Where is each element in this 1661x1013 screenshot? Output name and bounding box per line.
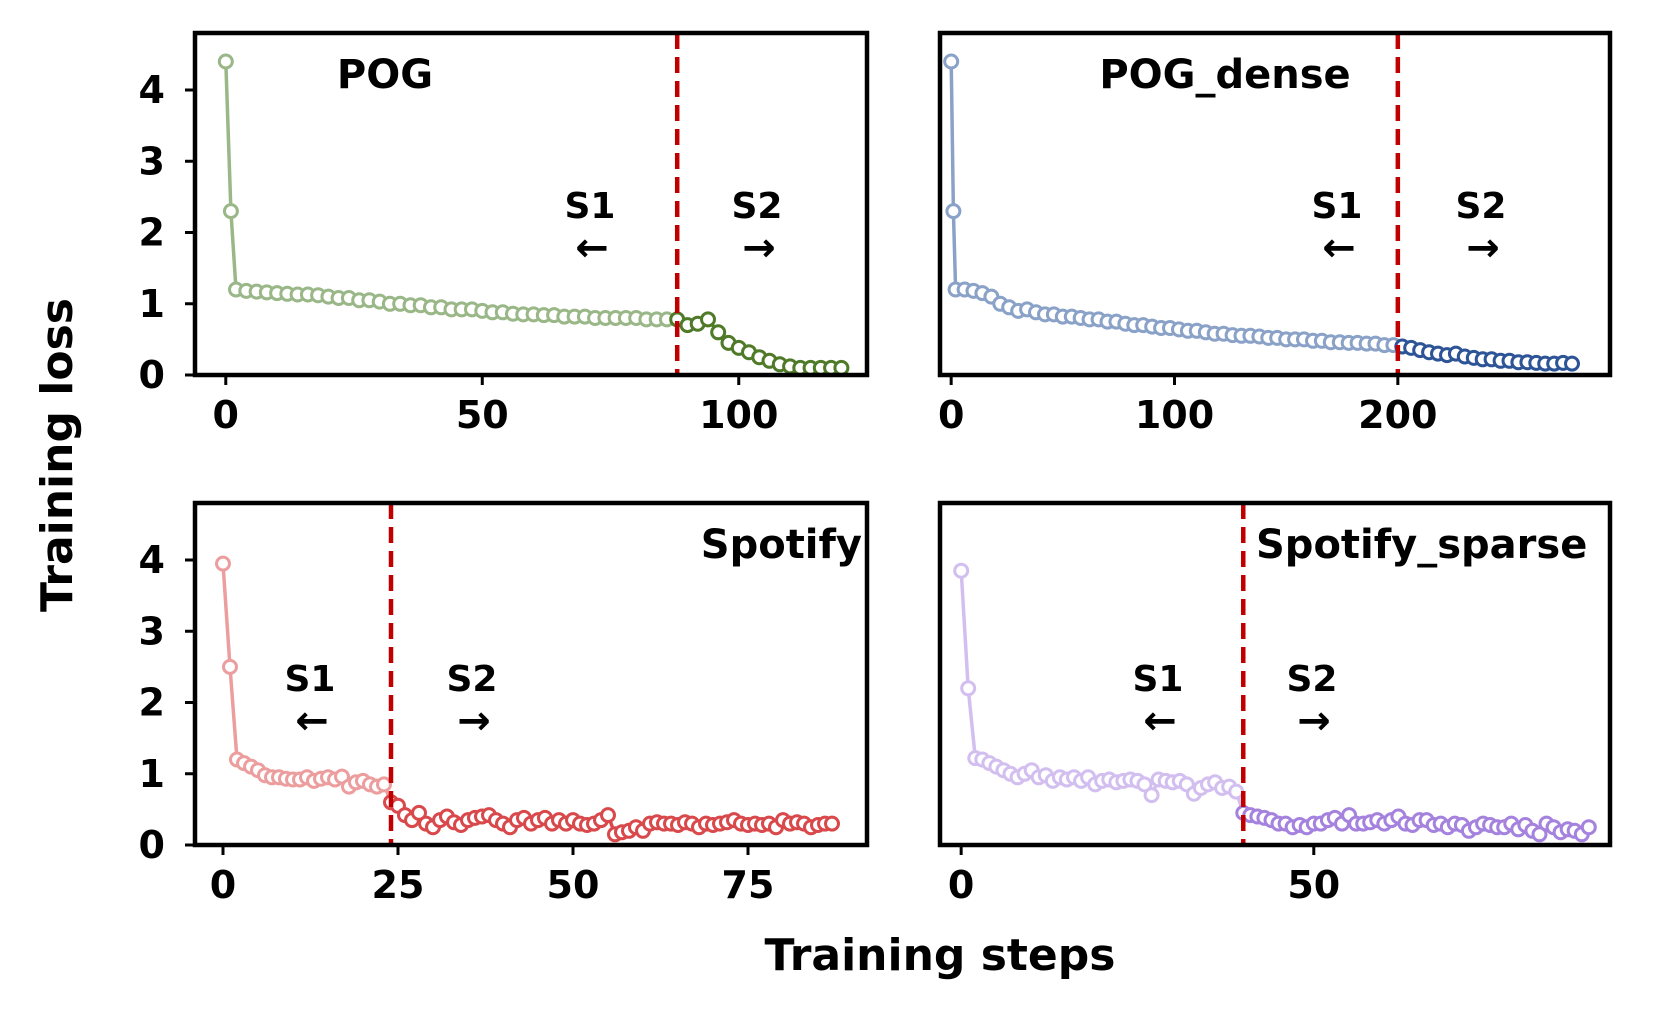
loss-point <box>824 815 840 832</box>
panel-spotify-sparse: 0 50 Spotify_sparse S1 S2 ← → <box>937 500 1613 907</box>
x-tick-label: 0 <box>213 393 239 437</box>
y-tick-label: 1 <box>139 752 165 796</box>
y-axis-label: Training loss <box>32 298 83 612</box>
loss-point <box>960 680 977 697</box>
y-tick-label: 4 <box>139 68 165 112</box>
loss-point <box>222 658 238 675</box>
stage1-label: S1 <box>285 659 336 700</box>
x-tick-label: 25 <box>372 863 425 907</box>
x-tick-label: 0 <box>210 863 236 907</box>
y-tick-label: 0 <box>139 823 165 867</box>
x-axis-label: Training steps <box>765 930 1116 981</box>
plot-frame <box>192 500 870 848</box>
loss-point <box>222 203 239 220</box>
panel-pog-dense: 0 100 200 POG_dense S1 S2 ← → <box>937 30 1613 437</box>
panel-pog: 0 50 100 0 1 2 3 4 POG S1 S2 ← → <box>139 30 870 437</box>
stage1-arrow: ← <box>575 225 609 271</box>
x-tick-label: 50 <box>456 393 509 437</box>
y-tick-label: 3 <box>139 139 165 183</box>
stage2-label: S2 <box>447 659 498 700</box>
stage2-arrow: → <box>457 698 491 744</box>
x-tick-label: 100 <box>699 393 778 437</box>
x-tick-label: 50 <box>547 863 600 907</box>
loss-point <box>953 562 970 579</box>
loss-point <box>1531 826 1548 843</box>
stage1-label: S1 <box>565 186 616 227</box>
stage2-label: S2 <box>1456 186 1507 227</box>
loss-point <box>710 324 727 341</box>
y-tick-label: 3 <box>139 609 165 653</box>
stage2-arrow: → <box>1466 225 1500 271</box>
y-tick-label: 2 <box>139 211 165 255</box>
loss-point <box>1580 819 1597 836</box>
stage1-label: S1 <box>1133 659 1184 700</box>
x-tick-label: 100 <box>1135 393 1214 437</box>
y-tick-label: 1 <box>139 282 165 326</box>
panel-spotify: 0 25 50 75 0 1 2 3 4 Spotify S1 S2 ← → <box>139 500 870 907</box>
loss-point <box>1143 787 1160 804</box>
loss-point <box>600 807 616 824</box>
loss-point <box>945 203 962 220</box>
stage2-label: S2 <box>732 186 783 227</box>
x-tick-label: 0 <box>948 863 974 907</box>
loss-point <box>1228 783 1245 800</box>
x-tick-label: 50 <box>1287 863 1340 907</box>
loss-point <box>215 555 231 572</box>
y-tick-label: 4 <box>139 538 165 582</box>
y-tick-label: 2 <box>139 681 165 725</box>
stage2-label: S2 <box>1287 659 1338 700</box>
stage1-label: S1 <box>1312 186 1363 227</box>
panel-title: POG_dense <box>1099 52 1350 98</box>
loss-point <box>217 53 234 70</box>
x-tick-label: 75 <box>722 863 775 907</box>
loss-point <box>411 804 427 821</box>
loss-point <box>1564 355 1580 372</box>
plot-frame <box>937 500 1613 848</box>
y-tick-label: 0 <box>139 353 165 397</box>
panel-title: POG <box>337 52 433 98</box>
loss-point <box>833 359 850 376</box>
panel-title: Spotify <box>701 522 862 568</box>
plot-frame <box>937 30 1613 378</box>
stage2-arrow: → <box>1297 698 1331 744</box>
stage1-arrow: ← <box>295 698 329 744</box>
plot-frame <box>192 30 870 378</box>
stage1-arrow: ← <box>1143 698 1177 744</box>
x-tick-label: 0 <box>938 393 964 437</box>
loss-point <box>376 776 392 793</box>
panel-title: Spotify_sparse <box>1256 522 1587 568</box>
loss-point <box>943 53 960 70</box>
loss-point <box>1136 776 1153 793</box>
x-tick-label: 200 <box>1358 393 1437 437</box>
stage2-arrow: → <box>742 225 776 271</box>
loss-point <box>700 311 716 328</box>
stage1-arrow: ← <box>1322 225 1356 271</box>
